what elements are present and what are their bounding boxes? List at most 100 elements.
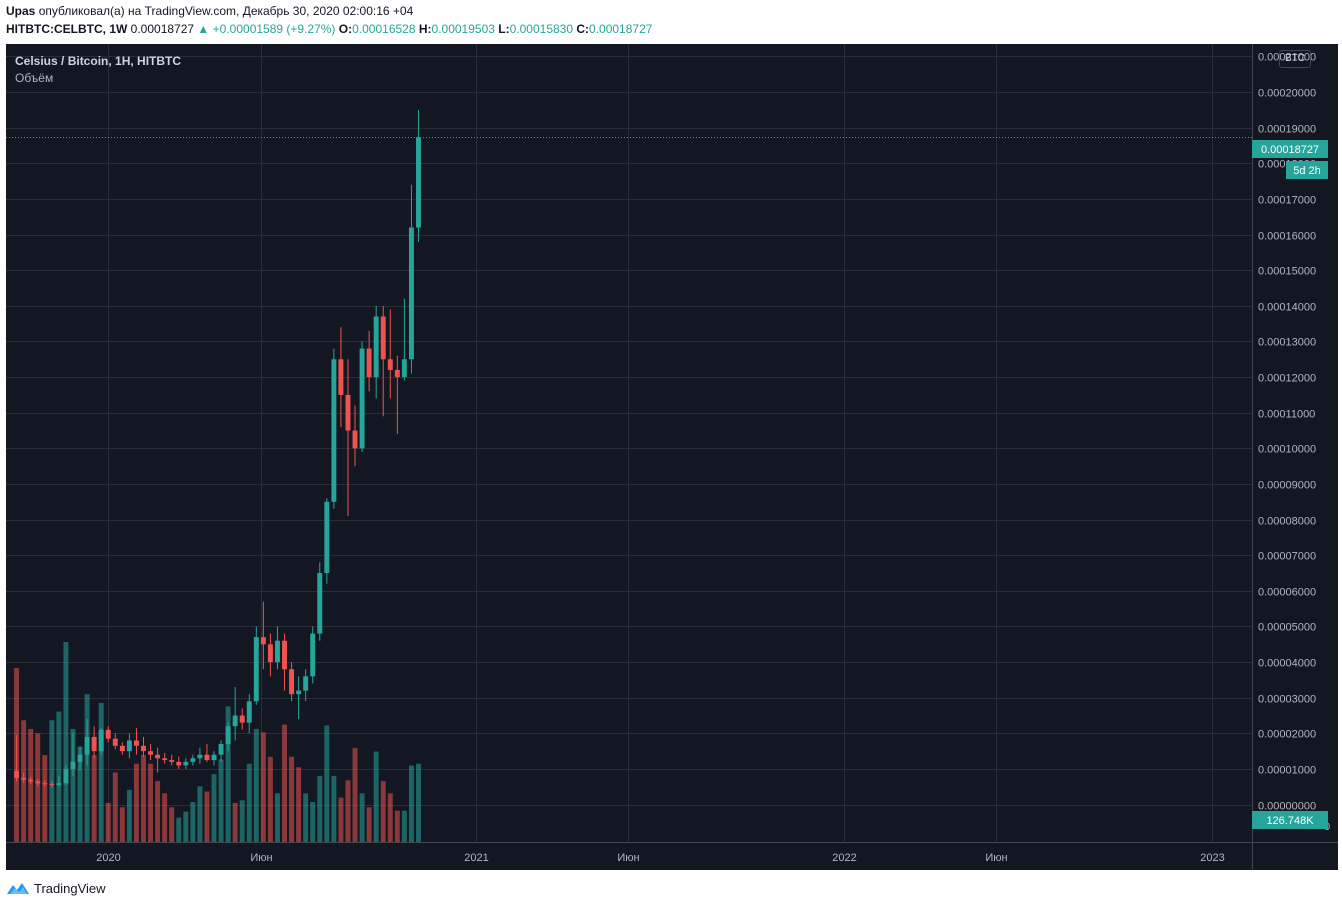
candle-body [260, 637, 266, 645]
price-tick-label: 0.00013000 [1258, 337, 1316, 349]
low-value: 0.00015830 [509, 22, 574, 36]
candle-body [387, 359, 393, 370]
candle-body [112, 738, 118, 746]
price-tick-label: 0.00014000 [1258, 302, 1316, 314]
volume-legend[interactable]: Объём [15, 71, 54, 85]
candle-body [84, 736, 90, 755]
publish-text: опубликовал(а) на TradingView.com, Декаб… [38, 4, 414, 18]
volume-bar [380, 781, 386, 842]
time-tick-label: 2022 [832, 852, 856, 864]
volume-bar [35, 733, 41, 842]
volume-tag: 126.748K [1266, 815, 1314, 827]
candle-body [119, 745, 125, 752]
time-tick-label: 2020 [96, 852, 120, 864]
time-tick-label: 2021 [464, 852, 488, 864]
price-tags: 0.00018727 5d 2h 0 126.748K [1252, 140, 1330, 833]
candle-body [401, 359, 407, 378]
price-change: +0.00001589 (+9.27%) [212, 22, 336, 36]
volume-bar [408, 765, 414, 842]
time-tick-label: Июн [250, 852, 272, 864]
volume-bar [119, 807, 125, 842]
currency-button[interactable]: BTC [1279, 50, 1311, 68]
volume-bar [225, 706, 231, 842]
volume-bar [148, 763, 154, 842]
candle-body [35, 781, 41, 784]
volume-bar [267, 756, 273, 842]
close-value: 0.00018727 [589, 22, 653, 36]
candle-body [141, 745, 146, 752]
volume-bar [176, 817, 182, 842]
candle-body [133, 740, 139, 746]
chart-canvas[interactable]: 0.000210000.000200000.000190000.00018000… [6, 44, 1338, 870]
volume-bar [98, 702, 104, 842]
price-tick-label: 0.00006000 [1258, 587, 1316, 599]
price-tick-label: 0.00001000 [1258, 765, 1316, 777]
price-axis[interactable]: 0.000210000.000200000.000190000.00018000… [1258, 52, 1316, 813]
candle-body [416, 137, 421, 228]
time-axis[interactable]: 2020 Июн 2021 Июн 2022 Июн 2023 [96, 852, 1224, 864]
candle-body [183, 761, 189, 766]
volume-bar [155, 781, 161, 842]
candle-body [197, 754, 203, 759]
grid-lines [6, 44, 1252, 842]
volume-bar [77, 746, 83, 842]
volume-bar [183, 811, 189, 842]
volume-bar [324, 725, 330, 842]
close-label: C: [576, 22, 590, 36]
volume-bar [253, 728, 259, 842]
volume-bar [204, 791, 210, 842]
volume-bar [345, 780, 351, 842]
volume-tag-bg [1252, 811, 1328, 829]
candle-body [225, 726, 231, 745]
volume-bar [190, 802, 196, 842]
candle-body [267, 644, 273, 663]
volume-bar [387, 793, 393, 842]
candle-body [28, 779, 34, 782]
price-tick-label: 0.00008000 [1258, 516, 1316, 528]
last-price-tag: 0.00018727 [1261, 144, 1319, 156]
volume-bar [274, 793, 280, 842]
candle-body [296, 690, 302, 695]
up-arrow-icon: ▲ [197, 22, 210, 36]
publish-info: Upas опубликовал(а) на TradingView.com, … [6, 4, 413, 18]
candlesticks [14, 109, 421, 788]
candle-body [303, 676, 309, 691]
volume-bar [416, 763, 421, 842]
candle-body [98, 729, 104, 752]
candle-body [70, 761, 76, 769]
candle-body [105, 729, 111, 739]
price-tick-label: 0.00019000 [1258, 124, 1316, 136]
candle-body [56, 783, 62, 785]
volume-bar [133, 763, 139, 842]
chart-title[interactable]: Celsius / Bitcoin, 1H, HITBTC [15, 54, 182, 68]
candle-body [324, 501, 330, 574]
volume-bar [91, 755, 97, 842]
volume-bar [239, 800, 245, 842]
volume-bar [260, 732, 266, 842]
brand-name: TradingView [34, 880, 106, 896]
candle-body [176, 761, 182, 766]
volume-bars [14, 642, 421, 842]
candle-body [169, 760, 175, 762]
chart-panel[interactable]: 0.000210000.000200000.000190000.00018000… [6, 44, 1338, 870]
volume-bar [401, 810, 407, 842]
tradingview-logo-icon [7, 883, 29, 894]
volume-bar [338, 797, 344, 842]
candle-body [394, 369, 400, 378]
candle-body [91, 736, 97, 752]
candle-body [14, 770, 20, 778]
volume-bar [373, 751, 379, 842]
volume-bar [394, 810, 400, 842]
price-tick-label: 0.00016000 [1258, 231, 1316, 243]
candle-body [148, 751, 154, 755]
candle-body [274, 640, 280, 663]
price-tick-label: 0.00020000 [1258, 88, 1316, 100]
price-tick-label: 0.00010000 [1258, 444, 1316, 456]
candle-body [338, 359, 344, 395]
candle-body [282, 640, 287, 670]
candle-body [380, 316, 386, 360]
candle-body [77, 754, 83, 762]
price-tick-label: 0.00002000 [1258, 729, 1316, 741]
last-price: 0.00018727 [130, 22, 195, 36]
candle-body [204, 754, 210, 761]
